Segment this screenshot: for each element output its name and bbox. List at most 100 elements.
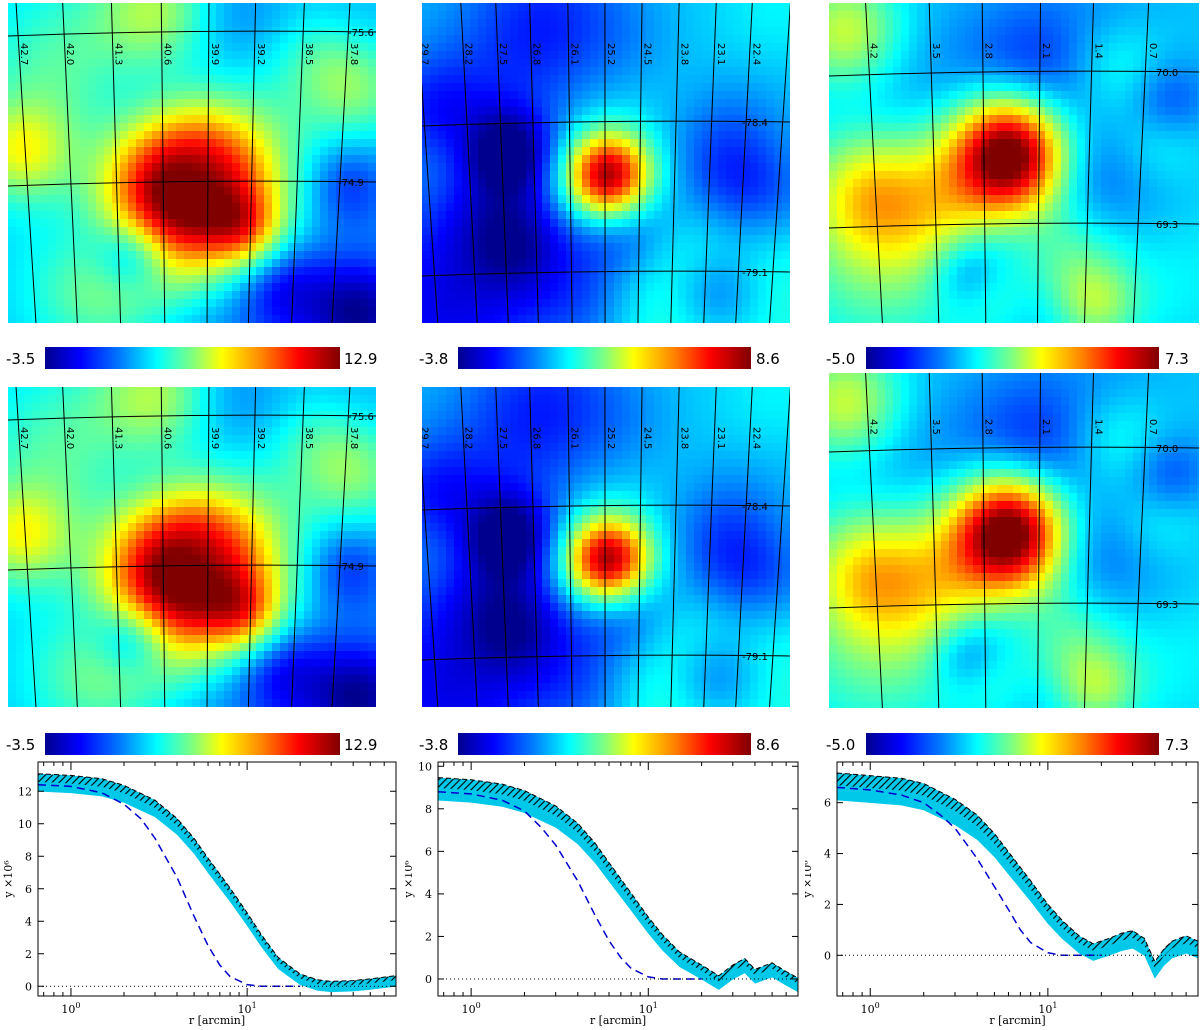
- grid-label-lon: 21.7: [788, 43, 790, 65]
- colorbar-min-label: -3.5: [6, 736, 35, 754]
- grid-label-lat: -74.9: [338, 562, 364, 573]
- y-tick-label: 2: [425, 930, 432, 943]
- grid-label-lon: 41.3: [112, 427, 123, 449]
- y-tick-label: 0: [25, 980, 32, 993]
- y-axis-label: y ×10⁶: [805, 860, 814, 899]
- x-axis-label: r [arcmin]: [189, 1014, 245, 1026]
- grid-label-lat: -74.9: [338, 178, 364, 189]
- x-tick-label: 100: [61, 1001, 80, 1016]
- colorbar-min-label: -5.0: [826, 350, 855, 368]
- x-tick-label: 100: [861, 1001, 880, 1016]
- colorbar-min-label: -5.0: [826, 736, 855, 754]
- colorbar-min-label: -3.8: [419, 350, 448, 368]
- grid-label-lon: 4.2: [867, 43, 878, 59]
- y-tick-label: 6: [425, 845, 432, 858]
- y-tick-label: 12: [18, 785, 32, 798]
- grid-label-lon: 2.8: [983, 419, 994, 435]
- grid-label-lon: 0.7: [1147, 43, 1158, 59]
- grid-label-lon: 29.7: [422, 43, 429, 65]
- grid-label-lat: -79.1: [742, 268, 768, 279]
- y-tick-label: 8: [425, 803, 432, 816]
- y-tick-label: 6: [824, 797, 831, 810]
- grid-label-lon: 4.2: [867, 419, 878, 435]
- grid-label-lon: 26.8: [531, 427, 542, 449]
- y-tick-label: 4: [25, 915, 32, 928]
- colorbar-max-label: 12.9: [344, 350, 377, 368]
- y-tick-label: 0: [425, 973, 432, 986]
- grid-label-lat: 70.0: [1156, 444, 1178, 455]
- grid-label-lon: 26.8: [531, 43, 542, 65]
- grid-label-lon: 27.5: [497, 427, 508, 449]
- grid-label-lon: 3.5: [930, 43, 941, 59]
- profile-uncertainty-band: [837, 773, 1198, 979]
- grid-label-lon: 25.2: [605, 427, 616, 449]
- colorbar: [45, 347, 340, 369]
- grid-label-lat: 70.0: [1156, 68, 1178, 79]
- y-axis-label: y ×10⁶: [405, 860, 415, 899]
- y-tick-label: 10: [18, 818, 32, 831]
- y-tick-label: 4: [425, 888, 432, 901]
- grid-label-lon: 1.4: [1093, 43, 1104, 59]
- colorbar: [458, 347, 751, 369]
- sz-signal-pixels: [829, 373, 1199, 708]
- x-axis-label: r [arcmin]: [989, 1014, 1045, 1026]
- colorbar: [458, 733, 751, 755]
- grid-label-lon: 2.1: [1040, 419, 1051, 435]
- grid-label-lon: 39.2: [255, 427, 266, 449]
- y-tick-label: 6: [25, 883, 32, 896]
- grid-label-lon: 23.1: [715, 43, 726, 65]
- grid-label-lon: 25.2: [605, 43, 616, 65]
- grid-label-lon: 42.7: [18, 43, 29, 65]
- grid-label-lon: 1.4: [1093, 419, 1104, 435]
- profile-uncertainty-band: [38, 774, 396, 992]
- grid-label-lat: -79.1: [742, 652, 768, 663]
- y-tick-label: 8: [25, 850, 32, 863]
- colorbar: [866, 733, 1159, 755]
- grid-label-lon: 23.8: [678, 427, 689, 449]
- grid-label-lon: 27.5: [497, 43, 508, 65]
- grid-label-lat: 69.3: [1156, 600, 1178, 611]
- grid-label-lon: 2.1: [1040, 43, 1051, 59]
- grid-label-lon: 26.1: [568, 427, 579, 449]
- y-tick-label: 2: [824, 898, 831, 911]
- grid-label-lon: 23.1: [715, 427, 726, 449]
- colorbar-max-label: 8.6: [756, 350, 780, 368]
- sz-signal-pixels: [8, 387, 376, 707]
- colorbar-max-label: 7.3: [1165, 736, 1189, 754]
- colorbar-min-label: -3.8: [419, 736, 448, 754]
- grid-label-lat: -78.4: [742, 502, 768, 513]
- grid-label-lon: 37.8: [348, 427, 359, 449]
- grid-label-lat: -75.6: [348, 412, 374, 423]
- sz-signal-pixels: [829, 3, 1199, 323]
- grid-label-lon: 0.7: [1147, 419, 1158, 435]
- grid-label-lat: -75.6: [348, 28, 374, 39]
- grid-label-lon: 3.5: [930, 419, 941, 435]
- grid-label-lon: 22.4: [751, 427, 762, 449]
- grid-label-lon: 23.8: [678, 43, 689, 65]
- colorbar: [45, 733, 340, 755]
- grid-label-lon: 28.2: [462, 427, 473, 449]
- grid-label-lon: 24.5: [642, 43, 653, 65]
- y-axis-label: y ×10⁶: [2, 860, 15, 899]
- colorbar: [866, 347, 1159, 369]
- sz-map-row2-col2: 29.7 28.2 27.5 26.8 26.1 25.2 24.5 23.8 23.1 22.4…: [422, 387, 790, 707]
- grid-label-lon: 26.1: [568, 43, 579, 65]
- y-tick-label: 4: [824, 848, 831, 861]
- sz-signal-pixels: [8, 3, 376, 323]
- grid-label-lon: 28.2: [462, 43, 473, 65]
- grid-label-lon: 2.8: [983, 43, 994, 59]
- grid-label-lon: 42.0: [64, 427, 75, 449]
- grid-label-lon: 39.9: [209, 43, 220, 65]
- grid-label-lon: 39.9: [209, 427, 220, 449]
- grid-label-lon: 22.4: [751, 43, 762, 65]
- grid-label-lon: 40.6: [162, 427, 173, 449]
- grid-label-lon: 24.5: [642, 427, 653, 449]
- x-tick-label: 100: [462, 1001, 481, 1016]
- colorbar-max-label: 7.3: [1165, 350, 1189, 368]
- y-tick-label: 10: [418, 760, 432, 773]
- grid-label-lon: 29.7: [422, 427, 429, 449]
